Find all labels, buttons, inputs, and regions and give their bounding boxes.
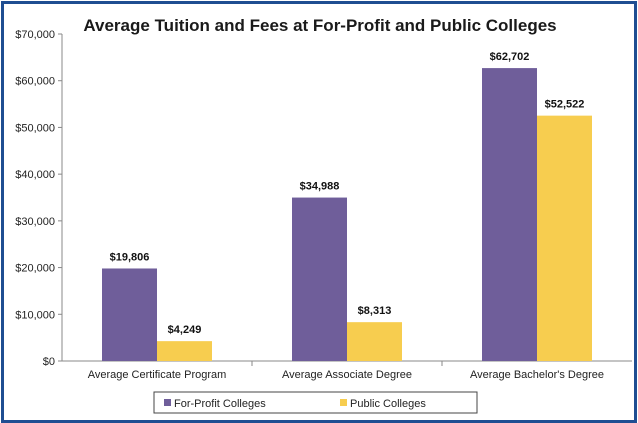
bar-public (157, 341, 212, 361)
y-tick-label: $10,000 (15, 309, 55, 321)
y-tick-label: $50,000 (15, 122, 55, 134)
bar-public (347, 322, 402, 361)
data-label: $4,249 (168, 324, 202, 336)
bar-public (537, 115, 592, 361)
chart-title: Average Tuition and Fees at For-Profit a… (83, 16, 557, 35)
legend-swatch-for-profit (164, 399, 171, 406)
bar-for-profit (482, 68, 537, 361)
legend-label: Public Colleges (350, 398, 426, 410)
bar-for-profit (102, 268, 157, 361)
legend-label: For-Profit Colleges (174, 398, 266, 410)
x-tick-label: Average Bachelor's Degree (470, 369, 604, 381)
y-tick-label: $40,000 (15, 169, 55, 181)
bar-for-profit (292, 197, 347, 361)
data-label: $62,702 (490, 51, 530, 63)
data-label: $52,522 (545, 99, 585, 111)
y-tick-label: $60,000 (15, 76, 55, 88)
data-label: $19,806 (110, 251, 150, 263)
data-label: $34,988 (300, 181, 340, 193)
y-tick-label: $30,000 (15, 216, 55, 228)
x-tick-label: Average Certificate Program (88, 369, 227, 381)
y-tick-label: $20,000 (15, 263, 55, 275)
y-tick-label: $70,000 (15, 29, 55, 41)
legend-box (153, 391, 478, 414)
legend-swatch-public (340, 399, 347, 406)
y-tick-label: $0 (43, 356, 55, 368)
data-label: $8,313 (358, 305, 392, 317)
x-tick-label: Average Associate Degree (282, 369, 412, 381)
